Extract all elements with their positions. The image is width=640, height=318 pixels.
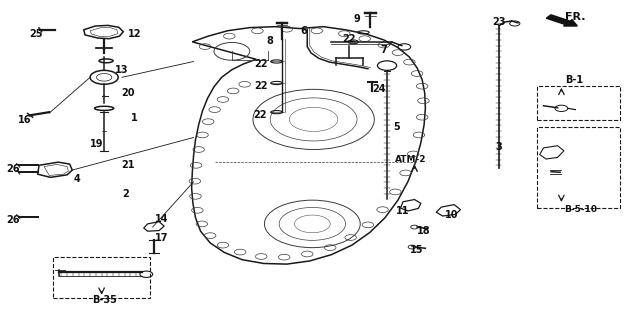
- Text: 9: 9: [354, 14, 360, 24]
- Text: 11: 11: [396, 206, 410, 216]
- Text: B-35: B-35: [92, 295, 116, 305]
- FancyArrow shape: [547, 15, 577, 26]
- Text: 21: 21: [122, 160, 135, 170]
- Text: 13: 13: [115, 65, 129, 75]
- Text: 6: 6: [301, 26, 307, 36]
- Text: 14: 14: [155, 213, 168, 224]
- Text: 16: 16: [18, 115, 32, 125]
- Text: 25: 25: [29, 29, 43, 39]
- Text: 26: 26: [6, 164, 20, 174]
- Text: ATM-2: ATM-2: [395, 155, 426, 164]
- Text: 4: 4: [74, 174, 81, 183]
- Text: 17: 17: [155, 232, 168, 243]
- Text: 1: 1: [131, 114, 138, 123]
- Text: 26: 26: [6, 215, 20, 225]
- Text: FR.: FR.: [565, 12, 586, 22]
- Text: 19: 19: [90, 139, 103, 149]
- Text: 18: 18: [417, 226, 430, 236]
- Text: 22: 22: [342, 34, 355, 44]
- Text: B-5-10: B-5-10: [564, 204, 597, 213]
- Text: B-1: B-1: [565, 75, 583, 86]
- Text: 3: 3: [495, 142, 502, 152]
- Text: 22: 22: [255, 80, 268, 91]
- Text: 22: 22: [253, 110, 267, 120]
- Text: 20: 20: [122, 88, 135, 98]
- Text: 8: 8: [267, 36, 274, 46]
- Text: 23: 23: [492, 17, 506, 27]
- Text: 12: 12: [128, 29, 141, 39]
- Text: 15: 15: [410, 245, 424, 255]
- Text: 2: 2: [122, 189, 129, 199]
- Text: 22: 22: [255, 59, 268, 69]
- Text: 5: 5: [393, 122, 400, 132]
- Text: 7: 7: [381, 45, 387, 55]
- Text: 10: 10: [445, 210, 458, 220]
- Text: 24: 24: [372, 84, 385, 94]
